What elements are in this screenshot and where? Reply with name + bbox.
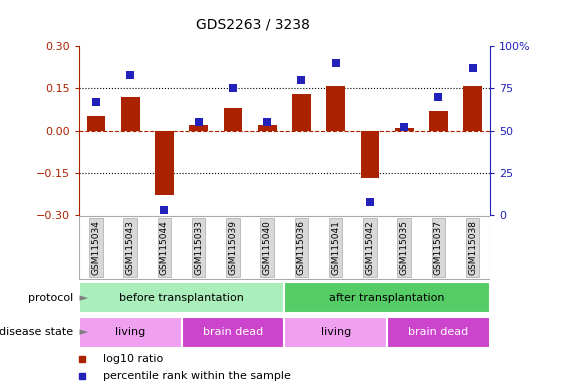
Text: living: living — [115, 327, 145, 337]
Text: brain dead: brain dead — [203, 327, 263, 337]
Bar — [258, 125, 276, 131]
Text: GSM115033: GSM115033 — [194, 220, 203, 275]
Text: brain dead: brain dead — [408, 327, 468, 337]
Text: protocol: protocol — [28, 293, 73, 303]
Text: log10 ratio: log10 ratio — [103, 354, 163, 364]
Text: ►: ► — [76, 293, 88, 303]
Point — [468, 65, 477, 71]
FancyBboxPatch shape — [284, 282, 490, 313]
Bar — [224, 108, 242, 131]
Bar — [87, 116, 105, 131]
Bar — [327, 86, 345, 131]
Point — [297, 77, 306, 83]
Text: GSM115044: GSM115044 — [160, 220, 169, 275]
FancyBboxPatch shape — [79, 282, 284, 313]
Point — [400, 124, 409, 130]
Point — [126, 72, 135, 78]
Text: GSM115042: GSM115042 — [365, 220, 374, 275]
Point — [331, 60, 340, 66]
Text: after transplantation: after transplantation — [329, 293, 445, 303]
Text: GSM115040: GSM115040 — [263, 220, 272, 275]
Bar — [189, 125, 208, 131]
Text: living: living — [320, 327, 351, 337]
Text: GSM115043: GSM115043 — [126, 220, 135, 275]
Bar — [463, 86, 482, 131]
Bar — [155, 131, 174, 195]
Text: percentile rank within the sample: percentile rank within the sample — [103, 371, 291, 381]
FancyBboxPatch shape — [387, 316, 490, 348]
Point — [434, 94, 443, 100]
Bar — [360, 131, 379, 179]
Bar — [395, 128, 414, 131]
Point — [229, 85, 238, 91]
Text: GSM115038: GSM115038 — [468, 220, 477, 275]
Text: GSM115034: GSM115034 — [91, 220, 100, 275]
Text: GSM115041: GSM115041 — [331, 220, 340, 275]
FancyBboxPatch shape — [284, 316, 387, 348]
Point — [160, 207, 169, 213]
Text: GSM115035: GSM115035 — [400, 220, 409, 275]
Point — [365, 199, 374, 205]
Text: GSM115037: GSM115037 — [434, 220, 443, 275]
Text: ►: ► — [76, 327, 88, 337]
FancyBboxPatch shape — [79, 316, 181, 348]
Text: GSM115036: GSM115036 — [297, 220, 306, 275]
Bar — [121, 97, 140, 131]
Text: GSM115039: GSM115039 — [229, 220, 238, 275]
Text: before transplantation: before transplantation — [119, 293, 244, 303]
Text: disease state: disease state — [0, 327, 73, 337]
Point — [91, 99, 100, 105]
Point — [263, 119, 272, 125]
Bar — [429, 111, 448, 131]
Point — [194, 119, 203, 125]
FancyBboxPatch shape — [181, 316, 284, 348]
Text: GDS2263 / 3238: GDS2263 / 3238 — [196, 17, 310, 31]
Bar — [292, 94, 311, 131]
